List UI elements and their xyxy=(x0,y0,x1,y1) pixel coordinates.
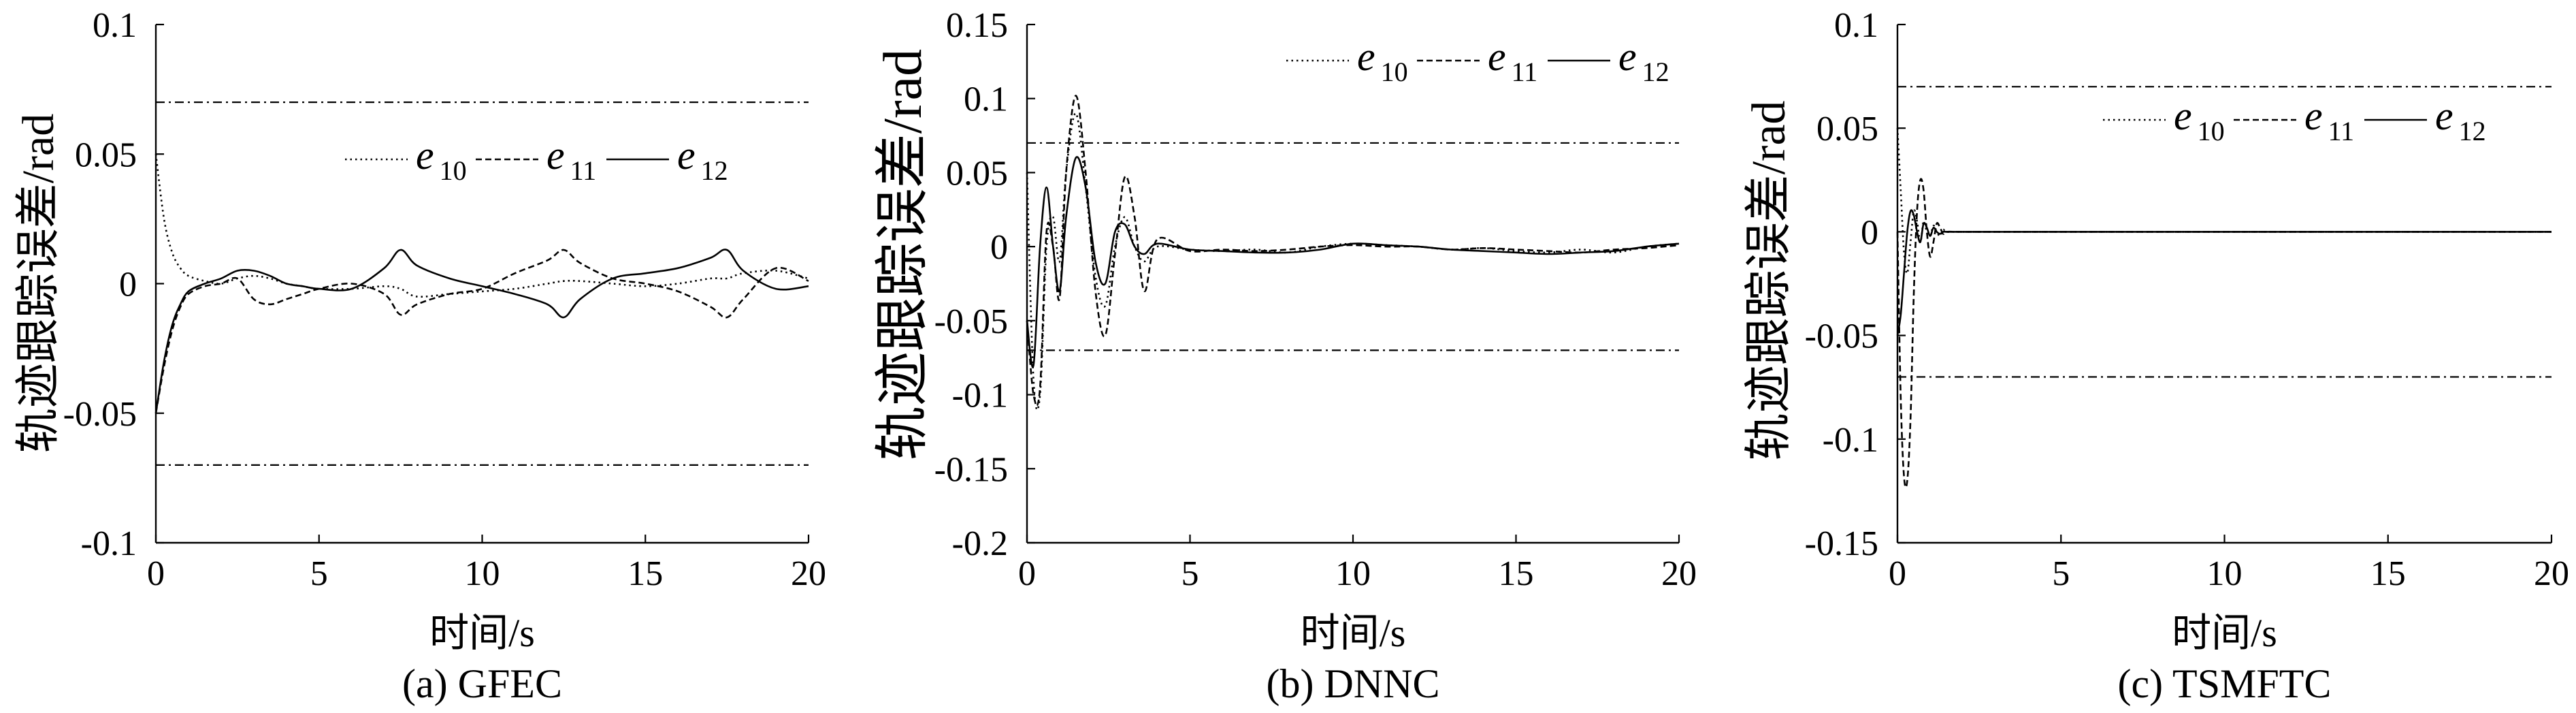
legend: e 10 e 11 e 12 xyxy=(2103,93,2486,146)
legend-label-e10: e 10 xyxy=(1357,34,1408,87)
legend: e 10 e 11 e 12 xyxy=(345,133,728,186)
series-line-e10 xyxy=(1896,128,2551,274)
y-axis-title: 轨迹跟踪误差/rad xyxy=(873,49,933,460)
y-tick-label: 0.1 xyxy=(964,80,1008,119)
panel-caption: (a) GFEC xyxy=(402,661,562,706)
y-tick-label: -0.2 xyxy=(952,524,1008,563)
x-tick-label: 15 xyxy=(1499,554,1534,593)
x-tick-label: 20 xyxy=(1661,554,1697,593)
y-tick-label: -0.1 xyxy=(1823,421,1878,460)
y-tick-label: 0 xyxy=(119,266,137,304)
series-line-e12 xyxy=(1896,209,2551,336)
series-line-e10 xyxy=(1026,112,1680,411)
legend-label-e12: e 12 xyxy=(1618,34,1669,87)
y-tick-label: -0.1 xyxy=(81,524,137,563)
legend-label-e12: e 12 xyxy=(677,133,728,186)
legend-label-e11: e 11 xyxy=(547,133,596,186)
legend-label-e10: e 10 xyxy=(416,133,467,186)
y-tick-label: 0.1 xyxy=(93,6,137,45)
x-tick-label: 20 xyxy=(2534,554,2569,593)
legend-label-e12: e 12 xyxy=(2435,93,2486,146)
x-tick-label: 0 xyxy=(1889,554,1906,593)
y-axis-title: 轨迹跟踪误差/rad xyxy=(14,114,63,454)
legend-label-e11: e 11 xyxy=(1488,34,1537,87)
x-axis-title: 时间/s xyxy=(1301,611,1406,655)
x-tick-label: 15 xyxy=(2370,554,2406,593)
y-tick-label: 0.15 xyxy=(946,6,1008,45)
x-tick-label: 0 xyxy=(147,554,165,593)
y-tick-label: -0.05 xyxy=(63,395,137,434)
y-tick-label: -0.05 xyxy=(1805,317,1878,356)
series-line-e12 xyxy=(154,249,809,414)
legend-label-e10: e 10 xyxy=(2174,93,2225,146)
y-tick-label: 0.05 xyxy=(1816,110,1878,148)
x-tick-label: 10 xyxy=(2207,554,2243,593)
panel-caption: (c) TSMFTC xyxy=(2118,661,2332,706)
x-tick-label: 0 xyxy=(1018,554,1036,593)
legend: e 10 e 11 e 12 xyxy=(1286,34,1669,87)
y-tick-label: -0.05 xyxy=(934,302,1008,341)
chart-panel-2: 0.15 0.1 0.05 0 -0.05 -0.1 -0.15 -0.2 0 5 10 15 20 时间… xyxy=(873,6,1697,706)
y-tick-label: 0.05 xyxy=(946,154,1008,193)
x-tick-label: 5 xyxy=(1181,554,1199,593)
x-axis-title: 时间/s xyxy=(2172,611,2277,655)
chart-panel-3: 0.1 0.05 0 -0.05 -0.1 -0.15 0 5 10 15 20 时间/s 轨迹跟踪误差… xyxy=(1743,6,2569,706)
y-tick-label: 0 xyxy=(1861,213,1878,252)
x-tick-label: 10 xyxy=(1335,554,1371,593)
y-tick-label: -0.1 xyxy=(952,377,1008,415)
series-line-e11 xyxy=(154,249,809,414)
y-tick-label: 0.1 xyxy=(1834,6,1878,45)
x-axis-title: 时间/s xyxy=(429,611,535,655)
x-tick-label: 20 xyxy=(791,554,826,593)
x-tick-label: 15 xyxy=(627,554,663,593)
y-tick-label: -0.15 xyxy=(934,450,1008,489)
x-tick-label: 5 xyxy=(2052,554,2070,593)
y-tick-label: -0.15 xyxy=(1805,524,1878,563)
x-tick-label: 5 xyxy=(310,554,328,593)
y-tick-label: 0 xyxy=(990,228,1008,267)
series-line-e12 xyxy=(1026,156,1680,368)
x-tick-label: 10 xyxy=(465,554,500,593)
series-line-e11 xyxy=(1026,95,1680,407)
panel-caption: (b) DNNC xyxy=(1267,661,1440,706)
series-line-e11 xyxy=(1896,178,2551,488)
legend-label-e11: e 11 xyxy=(2304,93,2354,146)
y-tick-label: 0.05 xyxy=(75,136,137,174)
chart-panel-1: 0.1 0.05 0 -0.05 -0.1 0 5 10 15 20 时间/s 轨迹跟踪误差/rad (… xyxy=(14,6,826,706)
y-axis-title: 轨迹跟踪误差/rad xyxy=(1743,101,1795,461)
